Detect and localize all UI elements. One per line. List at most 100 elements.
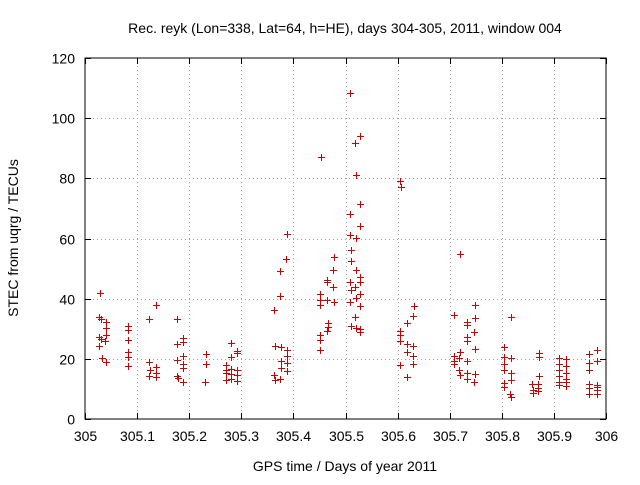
data-point xyxy=(556,373,563,380)
data-point xyxy=(174,357,181,364)
data-point xyxy=(125,327,132,334)
data-point xyxy=(234,372,241,379)
data-point xyxy=(586,351,593,358)
data-point xyxy=(284,360,291,367)
data-point xyxy=(96,343,103,350)
data-point xyxy=(98,336,105,343)
data-point xyxy=(348,323,355,330)
data-point xyxy=(410,343,417,350)
data-point xyxy=(277,376,284,383)
data-point xyxy=(103,325,110,332)
x-tick-label: 305.8 xyxy=(485,428,520,444)
data-point xyxy=(180,339,187,346)
data-point xyxy=(594,358,601,365)
data-point xyxy=(457,251,464,258)
data-point xyxy=(411,303,418,310)
data-point xyxy=(331,299,338,306)
data-point xyxy=(397,332,404,339)
data-point xyxy=(357,279,364,286)
data-point xyxy=(202,379,209,386)
data-point xyxy=(398,184,405,191)
data-point xyxy=(324,279,331,286)
data-point xyxy=(563,383,570,390)
data-point xyxy=(508,355,515,362)
data-points xyxy=(96,90,601,401)
data-point xyxy=(317,337,324,344)
data-point xyxy=(278,365,285,372)
data-point xyxy=(410,361,417,368)
y-tick-label: 100 xyxy=(52,111,76,127)
data-point xyxy=(404,349,411,356)
data-point xyxy=(153,374,160,381)
x-tick-label: 305 xyxy=(74,428,98,444)
data-point xyxy=(153,364,160,371)
data-point xyxy=(125,337,132,344)
data-point xyxy=(397,338,404,345)
y-tick-label: 0 xyxy=(67,412,75,428)
data-point xyxy=(451,361,458,368)
data-point xyxy=(347,211,354,218)
data-point xyxy=(501,367,508,374)
data-point xyxy=(586,385,593,392)
data-point xyxy=(331,254,338,261)
data-point xyxy=(353,172,360,179)
data-point xyxy=(317,347,324,354)
y-tick-label: 40 xyxy=(59,292,75,308)
data-point xyxy=(317,302,324,309)
data-point xyxy=(353,295,360,302)
data-point xyxy=(180,353,187,360)
data-point xyxy=(228,376,235,383)
data-point xyxy=(451,312,458,319)
data-point xyxy=(284,347,291,354)
data-point xyxy=(501,384,508,391)
data-point xyxy=(357,133,364,140)
data-point xyxy=(501,361,508,368)
data-point xyxy=(594,391,601,398)
data-point xyxy=(464,376,471,383)
x-tick-label: 305.6 xyxy=(381,428,416,444)
data-point xyxy=(508,314,515,321)
data-point xyxy=(324,328,331,335)
data-point xyxy=(353,235,360,242)
x-tick-label: 305.9 xyxy=(537,428,572,444)
data-point xyxy=(464,338,471,345)
data-point xyxy=(146,316,153,323)
data-point xyxy=(410,313,417,320)
data-point xyxy=(103,332,110,339)
data-point xyxy=(594,384,601,391)
data-point xyxy=(357,303,364,310)
data-point xyxy=(98,316,105,323)
data-point xyxy=(234,350,241,357)
data-point xyxy=(472,302,479,309)
data-point xyxy=(472,371,479,378)
data-point xyxy=(508,394,515,401)
x-tick-label: 305.1 xyxy=(120,428,155,444)
data-point xyxy=(347,299,354,306)
data-point xyxy=(471,329,478,336)
data-point xyxy=(563,370,570,377)
data-point xyxy=(535,388,542,395)
data-point xyxy=(271,372,278,379)
data-point xyxy=(464,358,471,365)
data-point xyxy=(586,391,593,398)
data-point xyxy=(278,358,285,365)
data-point xyxy=(103,319,110,326)
data-point xyxy=(410,353,417,360)
data-point xyxy=(348,287,355,294)
data-point xyxy=(234,378,241,385)
data-point xyxy=(277,293,284,300)
y-tick-label: 80 xyxy=(59,171,75,187)
data-point xyxy=(404,320,411,327)
data-point xyxy=(457,349,464,356)
data-point xyxy=(146,373,153,380)
data-point xyxy=(457,372,464,379)
grid-lines xyxy=(85,58,606,419)
data-point xyxy=(147,367,154,374)
data-point xyxy=(556,367,563,374)
x-tick-label: 305.5 xyxy=(329,428,364,444)
x-tick-label: 305.3 xyxy=(224,428,259,444)
data-point xyxy=(508,377,515,384)
data-point xyxy=(563,356,570,363)
data-point xyxy=(536,373,543,380)
